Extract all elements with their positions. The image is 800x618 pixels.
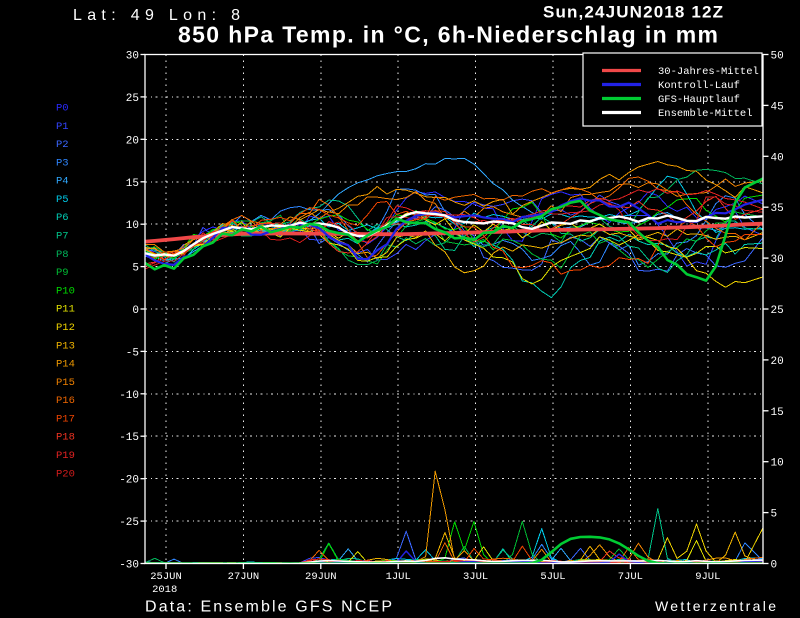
svg-text:P9: P9 [56,267,69,279]
svg-text:P11: P11 [56,304,75,316]
svg-text:-30: -30 [119,560,139,572]
svg-text:25JUN: 25JUN [150,571,182,583]
svg-text:15: 15 [771,407,784,419]
svg-text:20: 20 [126,135,139,147]
svg-text:850 hPa Temp. in °C, 6h-Nieder: 850 hPa Temp. in °C, 6h-Niederschlag in … [178,22,718,48]
svg-text:Ensemble-Mittel: Ensemble-Mittel [658,108,753,120]
svg-text:P0: P0 [56,103,69,115]
svg-text:10: 10 [771,458,784,470]
svg-text:-5: -5 [126,347,139,359]
svg-text:P2: P2 [56,139,69,151]
svg-text:P8: P8 [56,249,69,261]
svg-text:-20: -20 [119,475,139,487]
svg-text:35: 35 [771,203,784,215]
svg-text:P14: P14 [56,359,75,371]
svg-text:1JUL: 1JUL [386,571,411,583]
svg-text:0: 0 [132,305,139,317]
svg-text:Kontroll-Lauf: Kontroll-Lauf [658,80,740,92]
svg-text:0: 0 [771,560,778,572]
svg-text:Wetterzentrale: Wetterzentrale [655,598,776,614]
svg-text:P3: P3 [56,157,69,169]
svg-text:7JUL: 7JUL [618,571,643,583]
svg-text:45: 45 [771,101,784,113]
svg-text:P19: P19 [56,450,75,462]
svg-text:30: 30 [771,254,784,266]
svg-text:50: 50 [771,51,784,63]
svg-text:25: 25 [771,305,784,317]
svg-text:P1: P1 [56,121,69,133]
svg-text:-15: -15 [119,432,139,444]
svg-text:9JUL: 9JUL [695,571,720,583]
svg-text:P5: P5 [56,194,69,206]
svg-text:-10: -10 [119,390,139,402]
svg-text:25: 25 [126,93,139,105]
svg-text:29JUN: 29JUN [305,571,337,583]
svg-text:P6: P6 [56,212,69,224]
svg-text:15: 15 [126,178,139,190]
svg-text:10: 10 [126,220,139,232]
svg-text:20: 20 [771,356,784,368]
svg-text:P15: P15 [56,377,75,389]
svg-text:40: 40 [771,152,784,164]
svg-text:2018: 2018 [152,584,177,596]
svg-text:P16: P16 [56,395,75,407]
svg-text:P18: P18 [56,432,75,444]
svg-text:27JUN: 27JUN [228,571,260,583]
svg-text:P20: P20 [56,468,75,480]
svg-text:-25: -25 [119,517,139,529]
svg-text:P4: P4 [56,176,69,188]
svg-text:P12: P12 [56,322,75,334]
svg-text:5: 5 [771,509,778,521]
svg-text:30-Jahres-Mittel: 30-Jahres-Mittel [658,66,759,78]
svg-text:5: 5 [132,263,139,275]
svg-text:GFS-Hauptlauf: GFS-Hauptlauf [658,94,740,106]
svg-text:P17: P17 [56,413,75,425]
svg-text:3JUL: 3JUL [463,571,488,583]
svg-text:P7: P7 [56,231,69,243]
svg-text:5JUL: 5JUL [540,571,565,583]
svg-text:P13: P13 [56,340,75,352]
svg-text:Data: Ensemble GFS NCEP: Data: Ensemble GFS NCEP [145,599,392,616]
svg-text:P10: P10 [56,285,75,297]
svg-text:30: 30 [126,51,139,63]
svg-text:Sun,24JUN2018 12Z: Sun,24JUN2018 12Z [543,3,723,22]
